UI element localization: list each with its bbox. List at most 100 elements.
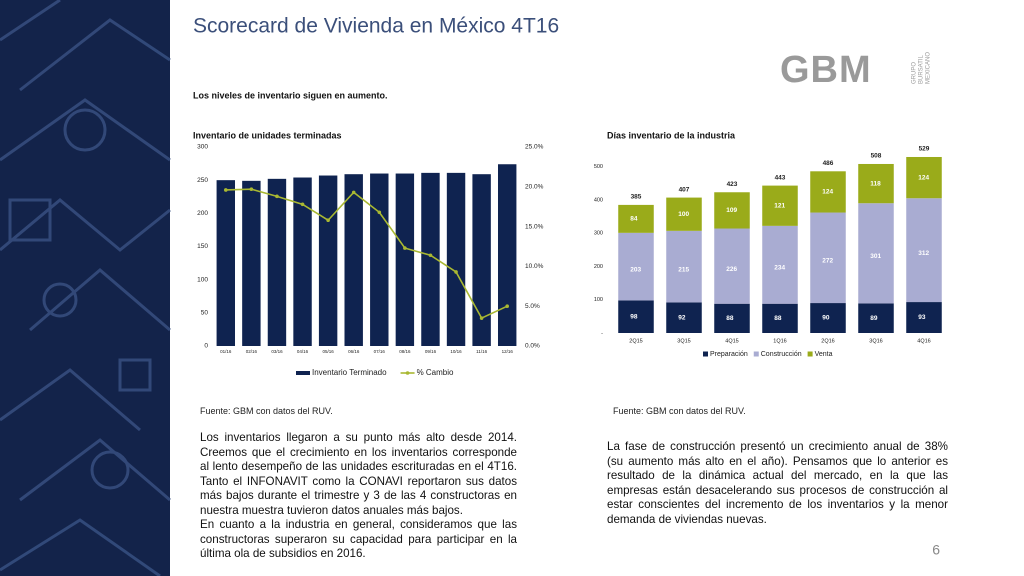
bar [370,173,389,346]
bar [497,164,517,346]
side-band [0,0,170,576]
bar [472,174,491,346]
x-tick-label: 3Q16 [869,338,882,344]
x-tick-label: 03/16 [271,349,283,354]
bar-segment [714,192,750,229]
bar [242,180,261,346]
legend-label: Construcción [761,351,802,358]
bar-segment [618,232,654,301]
total-label: 529 [919,146,930,153]
data-label: 124 [918,174,929,181]
data-label: 100 [678,211,689,218]
source: Fuente: GBM con datos del RUV. [613,406,746,416]
line [225,188,508,320]
x-tick-label: 09/16 [425,349,437,354]
bar-segment [858,163,894,204]
data-label: 118 [870,180,881,187]
bar [446,172,466,346]
bar-segment [906,156,942,199]
y-tick-label: 300 [197,144,208,151]
y2-tick-label: 10.0% [525,263,544,270]
line-point [326,218,330,223]
x-tick-label: 12/16 [502,349,514,354]
legend-label: Venta [815,351,833,358]
line-point [428,253,433,258]
y-tick-label: 0 [204,343,208,350]
side-pattern [0,0,171,576]
x-tick-label: 05/16 [322,349,334,354]
bar [293,177,312,346]
data-label: 121 [774,202,785,209]
total-label: 385 [631,194,642,201]
legend-label: % Cambio [417,368,454,377]
legend-label: Preparación [710,351,748,358]
bar-segment [666,197,702,231]
x-tick-label: 10/16 [450,349,462,354]
data-label: 234 [774,265,785,272]
bar-segment [666,230,702,303]
line-point [249,187,254,191]
page-number: 6 [932,542,940,558]
chart-title: Inventario de unidades terminadas [193,130,342,140]
data-label: 124 [822,189,833,196]
line-point [454,270,458,274]
y2-tick-label: 5.0% [525,303,540,310]
bar-segment [810,303,846,333]
data-label: 88 [726,315,734,322]
data-label: 312 [918,250,929,257]
x-tick-label: 4Q15 [725,338,738,344]
data-label: 89 [870,315,878,322]
x-tick-label: 06/16 [348,349,360,354]
data-label: 93 [918,314,926,321]
legend-swatch [703,351,708,357]
bar [344,174,363,346]
legend-swatch [807,351,813,357]
y2-tick-label: 0.0% [525,343,540,350]
bar [395,173,415,346]
x-tick-label: 07/16 [374,349,386,354]
bar [216,180,236,346]
x-tick-label: 1Q16 [773,338,786,344]
y-tick-label: 400 [594,197,603,203]
y-tick-label: 200 [594,264,603,270]
legend-swatch [405,371,410,375]
data-label: 301 [870,253,881,260]
chart-title: Días inventario de la industria [607,130,736,140]
x-tick-label: 02/16 [246,349,258,354]
bar-segment [666,302,702,333]
bar-segment [858,303,894,333]
data-label: 226 [726,266,737,273]
y-tick-label: 100 [197,276,208,283]
bar [318,175,338,346]
y2-tick-label: 25.0% [525,144,544,151]
subtitle: Los niveles de inventario siguen en aume… [193,90,388,100]
legend-swatch [296,371,310,375]
bar-segment [810,212,846,304]
data-label: 98 [630,313,638,320]
data-label: 88 [774,315,782,322]
x-tick-label: 3Q15 [677,338,690,344]
data-label: 203 [630,266,641,273]
y2-tick-label: 20.0% [525,184,544,191]
logo-sub-text: BURSATIL [919,54,925,84]
total-label: 508 [871,153,882,160]
x-tick-label: 2Q16 [821,338,834,344]
legend-swatch [753,351,759,357]
line-point [275,194,279,199]
y-tick-label: 250 [197,177,208,184]
bar-segment [618,300,654,333]
x-tick-label: 01/16 [220,349,232,354]
logo: GBM [780,49,872,91]
bar-segment [714,228,750,304]
legend-label: Inventario Terminado [312,368,387,377]
data-label: 84 [630,216,638,223]
slide-title: Scorecard de Vivienda en México 4T16 [193,15,559,38]
total-label: 443 [775,174,786,181]
data-label: 272 [822,258,833,265]
logo-sub-text: MEXICANO [926,52,932,84]
y2-tick-label: 15.0% [525,223,544,230]
total-label: 407 [679,186,690,193]
bar-segment [762,225,798,304]
